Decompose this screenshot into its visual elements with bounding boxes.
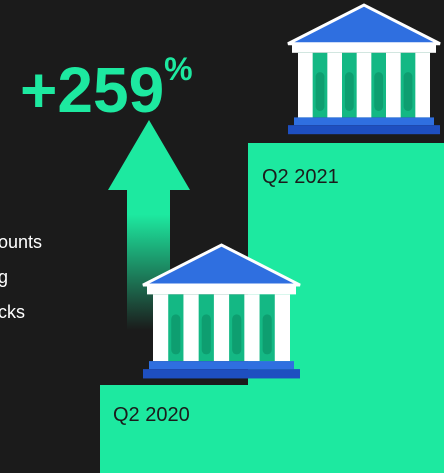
bank-part — [315, 72, 325, 111]
bank-part — [294, 117, 434, 126]
bank-part — [415, 52, 430, 118]
side-text: g — [0, 267, 8, 287]
bank-part — [153, 294, 169, 362]
bank-part — [262, 314, 272, 355]
bank-part — [201, 314, 211, 355]
bank-part — [327, 52, 342, 118]
banks — [142, 3, 441, 379]
step-label: Q2 2020 — [113, 404, 190, 426]
bank-part — [213, 294, 230, 362]
bank-part — [274, 294, 290, 362]
bank-part — [298, 52, 313, 118]
bank-part — [292, 43, 436, 53]
bank-part — [244, 294, 260, 362]
bank-part — [147, 285, 296, 295]
step-low — [100, 385, 250, 473]
bank-part — [232, 314, 242, 355]
bank-part — [183, 294, 199, 362]
bank-part — [403, 72, 413, 111]
bank-part — [374, 72, 384, 111]
side-text: cks — [0, 302, 25, 322]
headline-unit: % — [164, 51, 192, 87]
bank-part — [288, 125, 440, 135]
side-text: ounts — [0, 232, 42, 252]
bank-part — [386, 52, 401, 118]
bank-part — [356, 52, 372, 118]
bank-part — [143, 369, 300, 379]
bank-part — [171, 314, 181, 355]
bank-part — [344, 72, 354, 111]
headline-value: +259 — [20, 54, 164, 126]
step-label: Q2 2021 — [262, 166, 339, 188]
bank-part — [149, 361, 294, 370]
headline: +259% — [20, 51, 193, 126]
